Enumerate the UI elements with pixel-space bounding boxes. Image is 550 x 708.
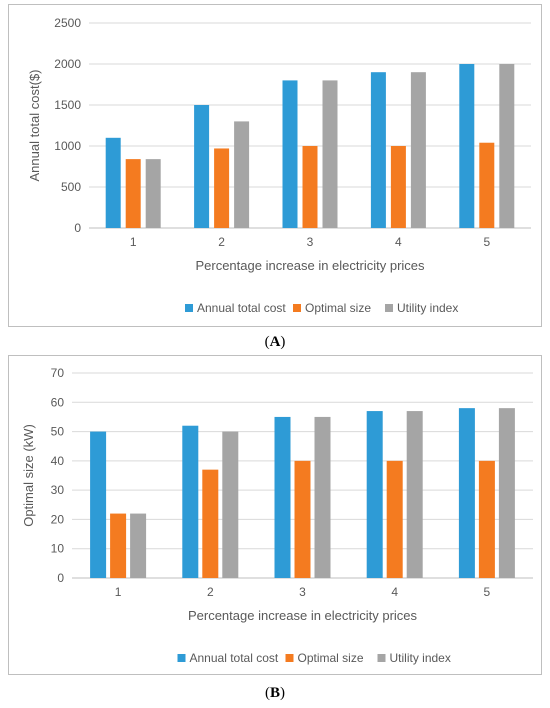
legend-label: Optimal size — [298, 651, 364, 665]
legend-label: Optimal size — [305, 301, 371, 315]
bar-optimal-size — [386, 460, 403, 578]
bar-utility-index — [406, 411, 423, 578]
bar-annual-total-cost — [458, 408, 475, 578]
bar-utility-index — [499, 64, 515, 228]
caption-a-letter: A — [269, 334, 281, 350]
bar-utility-index — [314, 416, 331, 578]
y-tick-label: 0 — [74, 221, 81, 235]
x-tick-label: 1 — [130, 235, 137, 249]
y-tick-label: 1500 — [54, 98, 81, 112]
bar-optimal-size — [214, 148, 230, 228]
x-tick-label: 1 — [115, 585, 122, 599]
legend-swatch — [185, 304, 193, 312]
bar-annual-total-cost — [459, 64, 475, 228]
bar-utility-index — [130, 513, 147, 578]
bar-optimal-size — [479, 142, 495, 228]
y-axis-title: Annual total cost($) — [27, 69, 42, 181]
bar-annual-total-cost — [105, 137, 121, 228]
bar-utility-index — [322, 80, 338, 229]
caption-a: (A) — [264, 334, 286, 350]
y-tick-label: 60 — [51, 395, 65, 409]
bar-annual-total-cost — [366, 411, 383, 578]
y-tick-label: 10 — [51, 542, 65, 556]
legend-label: Utility index — [397, 301, 458, 315]
chart-b: 0 10 20 30 40 50 60 70 1 2 3 4 5 Percentage increase … — [21, 366, 533, 665]
legend-label: Annual total cost — [197, 301, 286, 315]
chart-panel-b: 0 10 20 30 40 50 60 70 1 2 3 4 5 Percentage increase … — [8, 355, 542, 675]
caption-b-letter: B — [269, 685, 280, 701]
legend-swatch — [285, 654, 294, 662]
y-tick-label: 500 — [61, 180, 81, 194]
bar-optimal-size — [302, 146, 318, 228]
y-tick-label: 0 — [57, 571, 64, 585]
bar-optimal-size — [202, 469, 219, 578]
bar-annual-total-cost — [274, 416, 291, 578]
x-tick-label: 5 — [483, 235, 490, 249]
bar-optimal-size — [294, 460, 311, 578]
y-axis-title: Optimal size (kW) — [21, 424, 36, 527]
legend-label: Utility index — [390, 651, 451, 665]
bar-optimal-size — [110, 513, 127, 578]
legend-swatch — [385, 304, 393, 312]
bar-utility-index — [410, 72, 426, 228]
x-tick-label: 4 — [391, 585, 398, 599]
legend-swatch — [177, 654, 186, 662]
legend-label: Annual total cost — [190, 651, 279, 665]
bar-annual-total-cost — [282, 80, 298, 229]
bar-utility-index — [222, 431, 239, 578]
bar-optimal-size — [125, 159, 141, 228]
x-tick-label: 2 — [207, 585, 214, 599]
y-tick-label: 20 — [51, 512, 65, 526]
x-tick-label: 2 — [218, 235, 225, 249]
bar-annual-total-cost — [182, 425, 199, 578]
y-tick-label: 2500 — [54, 16, 81, 30]
bar-annual-total-cost — [194, 105, 210, 228]
chart-panel-a: 0 500 1000 1500 2000 2500 1 2 3 4 5 Percentage incr… — [8, 4, 542, 327]
y-tick-label: 70 — [51, 366, 65, 380]
bar-annual-total-cost — [370, 72, 386, 228]
legend-swatch — [293, 304, 301, 312]
caption-b: (B) — [264, 685, 285, 701]
x-tick-label: 3 — [307, 235, 314, 249]
bar-annual-total-cost — [90, 431, 107, 578]
x-tick-label: 3 — [299, 585, 306, 599]
bar-utility-index — [145, 159, 161, 228]
chart-a: 0 500 1000 1500 2000 2500 1 2 3 4 5 Percentage incr… — [27, 16, 531, 315]
legend-swatch — [377, 654, 386, 662]
bar-optimal-size — [478, 460, 495, 578]
bar-optimal-size — [390, 146, 406, 228]
y-tick-label: 2000 — [54, 57, 81, 71]
y-tick-label: 1000 — [54, 139, 81, 153]
y-tick-label: 50 — [51, 425, 65, 439]
x-axis-title: Percentage increase in electricity price… — [188, 608, 418, 623]
x-axis-title: Percentage increase in electricity price… — [195, 258, 425, 273]
y-tick-label: 40 — [51, 454, 65, 468]
bar-utility-index — [498, 408, 515, 578]
x-tick-label: 5 — [484, 585, 491, 599]
bar-utility-index — [234, 121, 250, 228]
y-tick-label: 30 — [51, 483, 65, 497]
x-tick-label: 4 — [395, 235, 402, 249]
